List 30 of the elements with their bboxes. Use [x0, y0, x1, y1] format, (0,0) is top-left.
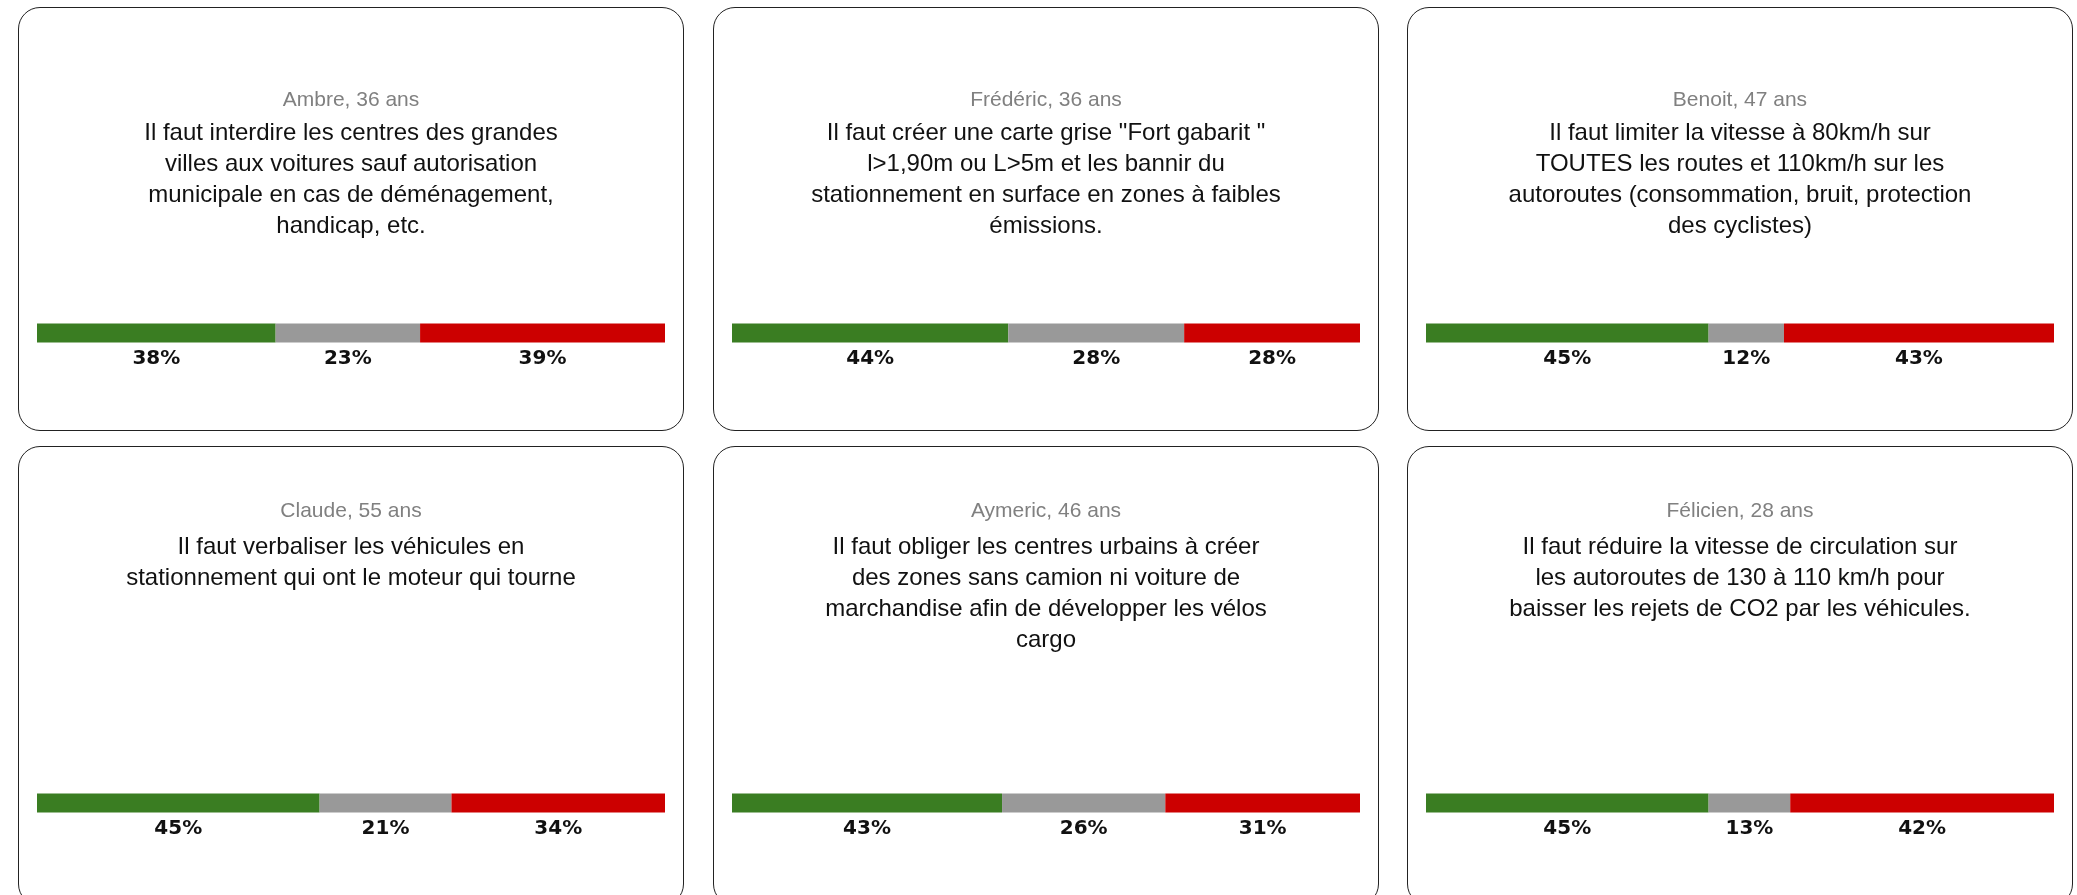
data-label: 34% [534, 814, 583, 839]
chart-title: Claude, 55 ans [279, 498, 423, 522]
chart-title: Ambre, 36 ans [281, 87, 421, 111]
data-label: 38% [132, 344, 181, 369]
chart-title: Aymeric, 46 ans [969, 498, 1123, 522]
chart-subtitle: Il faut verbaliser les véhicules en stationnement qui ont le moteur qui tourne [125, 531, 577, 592]
data-label: 44% [846, 344, 895, 369]
chart-subtitle: Il faut créer une carte grise "Fort gabarit " l>1,90m ou L>5m et les bannir du stationnement en surface en zones à faibles émissions. [811, 117, 1281, 240]
data-label: 13% [1725, 814, 1774, 839]
data-label: 28% [1248, 344, 1297, 369]
data-label: 39% [518, 344, 567, 369]
data-label: 43% [843, 814, 891, 839]
data-label: 28% [1072, 344, 1121, 369]
data-label: 12% [1722, 344, 1771, 369]
data-label: 43% [1895, 344, 1943, 369]
data-label: 45% [1543, 344, 1592, 369]
data-label: 21% [361, 814, 410, 839]
chart-subtitle: Il faut limiter la vitesse à 80km/h sur TOUTES les routes et 110km/h sur les autoroutes (consommation, bruit, protection des cyclistes) [1507, 117, 1973, 240]
data-label: 26% [1059, 814, 1108, 839]
data-label: 45% [1543, 814, 1592, 839]
data-label: 31% [1238, 814, 1287, 839]
data-label: 45% [154, 814, 203, 839]
chart-subtitle: Il faut réduire la vitesse de circulation sur les autoroutes de 130 à 110 km/h pour baisser les rejets de CO2 par les véhicules. [1508, 531, 1972, 623]
chart-subtitle: Il faut obliger les centres urbains à créer des zones sans camion ni voiture de marchandise afin de développer les vélos cargo [824, 531, 1268, 654]
chart-title: Benoit, 47 ans [1671, 87, 1809, 111]
chart-title: Félicien, 28 ans [1665, 498, 1815, 522]
data-label: 23% [323, 344, 372, 369]
chart-subtitle: Il faut interdire les centres des grandes villes aux voitures sauf autorisation municipale en cas de déménagement, handicap, etc. [143, 117, 559, 240]
chart-title: Frédéric, 36 ans [969, 87, 1123, 111]
data-label: 42% [1898, 814, 1947, 839]
